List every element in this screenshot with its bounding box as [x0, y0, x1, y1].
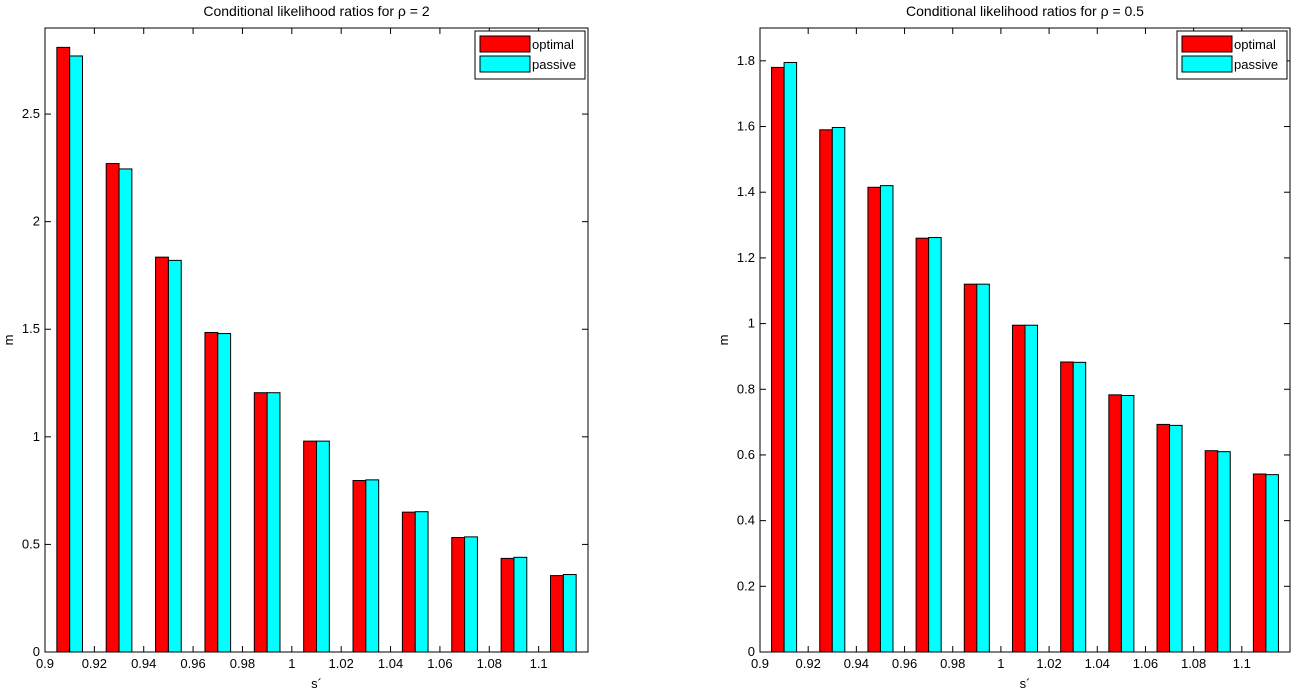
bar: [1108, 394, 1122, 653]
bar: [365, 479, 380, 653]
x-tick-label: 1: [997, 656, 1004, 671]
y-tick-label: 0.8: [737, 381, 755, 396]
bar: [867, 186, 881, 653]
y-axis-label: m: [716, 335, 731, 346]
bar: [266, 392, 281, 653]
x-tick-label: 1: [288, 656, 295, 671]
x-tick-label: 0.98: [230, 656, 255, 671]
y-tick-label: 1.2: [737, 250, 755, 265]
bar: [303, 440, 318, 653]
bar: [549, 575, 564, 653]
bar: [783, 61, 798, 653]
axes-box: [759, 27, 1291, 653]
x-tick-label: 1.04: [378, 656, 403, 671]
bar: [217, 333, 232, 653]
y-tick-label: 0.6: [737, 447, 755, 462]
bar: [69, 55, 84, 653]
x-tick-label: 1.04: [1085, 656, 1110, 671]
bar: [118, 168, 133, 653]
x-tick-label: 0.98: [940, 656, 965, 671]
x-tick-label: 1.08: [477, 656, 502, 671]
bar: [1120, 395, 1135, 653]
x-tick-label: 1.02: [1036, 656, 1061, 671]
y-tick-label: 0.4: [737, 513, 755, 528]
bar: [1265, 474, 1279, 653]
legend-swatch: [1181, 35, 1233, 53]
chart-title: Conditional likelihood ratios for ρ = 0.…: [906, 3, 1144, 19]
x-tick-label: 1.1: [1233, 656, 1251, 671]
bar: [819, 129, 833, 653]
bar: [105, 163, 120, 653]
y-tick-label: 0.5: [22, 536, 40, 551]
bar: [451, 537, 466, 653]
y-tick-label: 1.5: [22, 321, 40, 336]
bar: [253, 392, 268, 653]
y-tick-label: 1.6: [737, 119, 755, 134]
bar: [879, 185, 894, 653]
y-tick-label: 2: [33, 214, 40, 229]
x-tick-label: 0.9: [751, 656, 769, 671]
y-axis-label: m: [1, 335, 16, 346]
y-tick-label: 1: [748, 316, 755, 331]
x-tick-label: 1.08: [1181, 656, 1206, 671]
bar: [1204, 450, 1219, 653]
x-axis-label: s´: [1020, 676, 1031, 691]
bar: [771, 66, 785, 653]
y-tick-label: 1: [33, 429, 40, 444]
bar: [155, 256, 169, 653]
legend-swatch: [479, 35, 531, 53]
bar: [963, 283, 978, 653]
x-tick-label: 0.96: [180, 656, 205, 671]
bar: [562, 574, 577, 653]
x-tick-label: 0.96: [892, 656, 917, 671]
bar: [167, 259, 182, 653]
bar: [56, 46, 71, 653]
bar: [352, 480, 367, 653]
y-tick-label: 2.5: [22, 106, 40, 121]
bar: [1169, 424, 1183, 653]
bar: [316, 440, 330, 653]
legend-label: passive: [1234, 57, 1278, 72]
legend-label: optimal: [1234, 37, 1276, 52]
x-tick-label: 0.94: [131, 656, 156, 671]
y-tick-label: 0.2: [737, 578, 755, 593]
x-tick-label: 0.92: [796, 656, 821, 671]
x-tick-label: 0.92: [82, 656, 107, 671]
bar: [204, 331, 219, 653]
bar: [414, 511, 429, 653]
bar: [1011, 324, 1026, 653]
x-tick-label: 1.02: [329, 656, 354, 671]
legend-label: optimal: [532, 37, 574, 52]
bar: [915, 237, 930, 653]
x-tick-label: 0.94: [844, 656, 869, 671]
bar: [464, 536, 478, 653]
y-tick-label: 0: [33, 644, 40, 659]
bar: [976, 283, 990, 653]
x-tick-label: 1.1: [530, 656, 548, 671]
legend-swatch: [479, 55, 531, 73]
bar: [513, 556, 528, 653]
axes-box: [44, 27, 589, 653]
x-tick-label: 1.06: [1133, 656, 1158, 671]
legend-label: passive: [532, 57, 576, 72]
bar: [831, 127, 846, 653]
bar: [1072, 361, 1087, 653]
bar: [928, 237, 942, 653]
y-tick-label: 1.4: [737, 184, 755, 199]
bar: [1217, 451, 1231, 653]
bar: [401, 511, 416, 653]
y-tick-label: 0: [748, 644, 755, 659]
x-tick-label: 0.9: [36, 656, 54, 671]
bar: [1060, 361, 1074, 653]
bar: [1024, 324, 1039, 653]
bar: [1252, 473, 1267, 653]
x-axis-label: s´: [311, 676, 322, 691]
bar: [1156, 423, 1171, 653]
y-tick-label: 1.8: [737, 53, 755, 68]
x-tick-label: 1.06: [427, 656, 452, 671]
legend-swatch: [1181, 55, 1233, 73]
chart-title: Conditional likelihood ratios for ρ = 2: [203, 3, 429, 19]
bar: [500, 557, 515, 653]
